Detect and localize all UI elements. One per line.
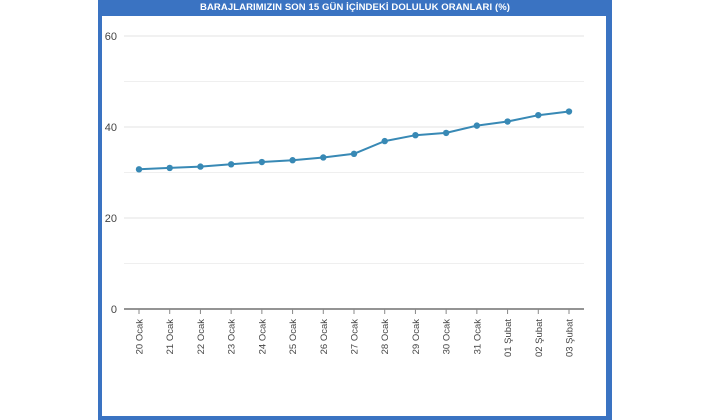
data-point	[504, 118, 511, 125]
data-point	[289, 157, 296, 164]
series-line	[138, 110, 570, 171]
data-point	[473, 122, 481, 129]
x-tick-label: 22 Ocak	[196, 319, 207, 355]
data-point	[412, 131, 419, 139]
y-tick-label: 0	[111, 304, 117, 316]
x-tick-label: 25 Ocak	[288, 319, 299, 355]
x-tick-label: 01 Şubat	[503, 319, 514, 357]
x-tick-label: 21 Ocak	[165, 319, 176, 355]
y-tick-label: 40	[105, 122, 117, 134]
x-tick-label: 02 Şubat	[534, 319, 545, 357]
x-tick-label: 03 Şubat	[565, 319, 576, 357]
data-point	[197, 163, 204, 170]
data-point	[320, 154, 327, 161]
x-tick-label: 24 Ocak	[257, 319, 268, 355]
plot-area	[102, 16, 606, 416]
x-tick-label: 20 Ocak	[135, 319, 146, 355]
y-tick-label: 60	[105, 31, 117, 43]
x-tick-label: 29 Ocak	[411, 319, 422, 355]
data-point	[227, 161, 235, 168]
data-point	[442, 129, 450, 137]
x-tick-label: 26 Ocak	[319, 319, 330, 355]
data-point	[381, 137, 388, 145]
data-point	[166, 164, 173, 172]
data-point	[350, 150, 358, 158]
data-point	[258, 158, 266, 166]
x-tick-label: 27 Ocak	[350, 319, 361, 355]
x-tick-label: 30 Ocak	[442, 319, 453, 355]
x-tick-label: 28 Ocak	[380, 319, 391, 355]
x-tick-label: 31 Ocak	[472, 319, 483, 355]
data-point	[535, 111, 542, 119]
data-point	[135, 166, 143, 173]
x-tick-label: 23 Ocak	[227, 319, 238, 355]
data-point	[565, 108, 573, 115]
y-tick-label: 20	[105, 213, 117, 225]
chart-title: BARAJLARIMIZIN SON 15 GÜN İÇİNDEKİ DOLUL…	[199, 2, 511, 13]
